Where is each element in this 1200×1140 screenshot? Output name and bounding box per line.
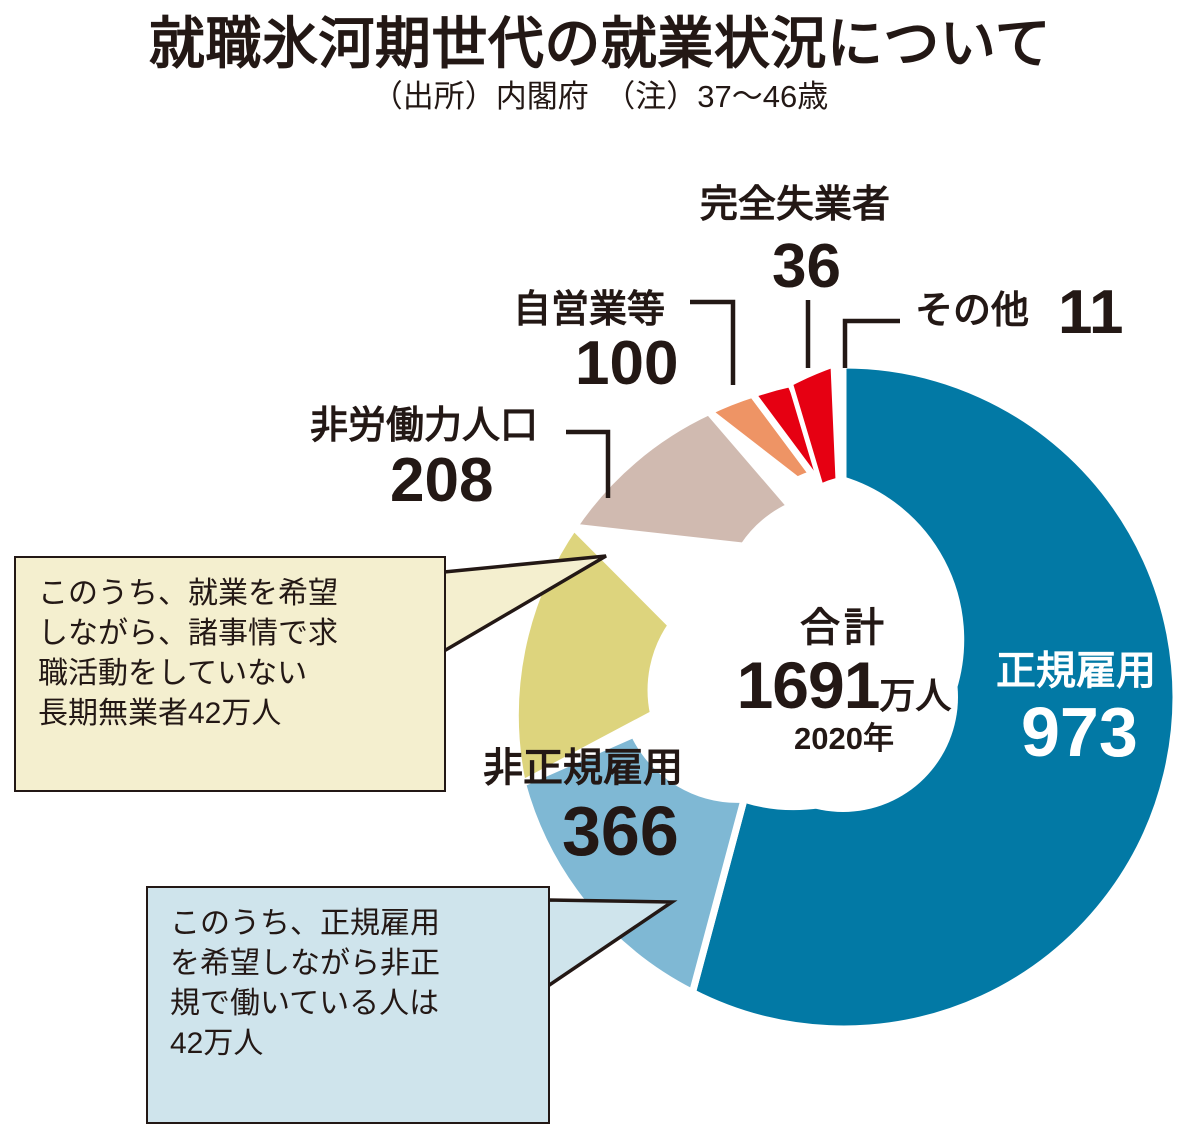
donut-hub xyxy=(728,582,958,812)
callout-nonlabor-line1: このうち、就業を希望 xyxy=(38,577,338,610)
callout-nonlabor-line3: 職活動をしていない xyxy=(38,656,308,690)
slice-regular[interactable] xyxy=(688,361,1180,1033)
slice-nonlabor[interactable] xyxy=(511,521,676,789)
label-selfemployed-value: 100 xyxy=(575,329,679,398)
label-regular-value: 973 xyxy=(1021,693,1138,771)
callout-nonregular-line2: を希望しながら非正 xyxy=(170,946,440,980)
label-regular-name: 正規雇用 xyxy=(996,649,1156,693)
label-unemployed-value: 36 xyxy=(772,232,841,301)
label-other-name: その他 xyxy=(915,290,1030,332)
leader-selfemployed xyxy=(690,299,736,385)
label-nonlabor-value: 208 xyxy=(390,446,494,515)
title-block: 就職氷河期世代の就業状況について （出所）内閣府 （注）37〜46歳 xyxy=(0,12,1200,115)
label-unemployed-name: 完全失業者 xyxy=(700,184,891,226)
hub-total-label: 合計 xyxy=(800,606,888,650)
hub-total-unit: 万人 xyxy=(879,675,952,716)
slice-selfemployed[interactable] xyxy=(567,407,796,550)
hub-total-row: 1691万人 xyxy=(713,652,975,718)
label-other-value: 11 xyxy=(1058,278,1124,347)
chart-subtitle: （出所）内閣府 （注）37〜46歳 xyxy=(371,79,829,115)
label-nonlabor-name: 非労働力人口 xyxy=(310,405,539,447)
pie-slices xyxy=(511,361,1180,1033)
leader-lines xyxy=(566,299,900,498)
leader-other xyxy=(842,318,900,368)
label-nonregular-value: 366 xyxy=(562,792,679,870)
hub-total-value: 1691 xyxy=(736,648,881,722)
callout-nonregular: このうち、正規雇用 を希望しながら非正 規で働いている人は 42万人 xyxy=(146,886,550,1124)
slice-other-edge[interactable] xyxy=(787,361,841,490)
callout-nonregular-line3: 規で働いている人は xyxy=(170,986,440,1020)
leader-nonlabor xyxy=(566,429,611,498)
page-title: 就職氷河期世代の就業状況について xyxy=(148,12,1052,75)
callout-nonlabor-line4: 長期無業者42万人 xyxy=(38,696,282,730)
callout-nonlabor-line2: しながら、諸事情で求 xyxy=(38,616,338,650)
callout-nonregular-line1: このうち、正規雇用 xyxy=(170,907,440,940)
donut-center-text: 合計 1691万人 2020年 xyxy=(713,608,975,754)
label-nonregular-name: 非正規雇用 xyxy=(483,746,683,790)
hub-year: 2020年 xyxy=(794,721,894,756)
callout-nonregular-line4: 42万人 xyxy=(170,1026,264,1060)
label-selfemployed-name: 自営業等 xyxy=(513,289,666,331)
callout-nonlabor: このうち、就業を希望 しながら、諸事情で求 職活動をしていない 長期無業者42万… xyxy=(14,556,446,792)
